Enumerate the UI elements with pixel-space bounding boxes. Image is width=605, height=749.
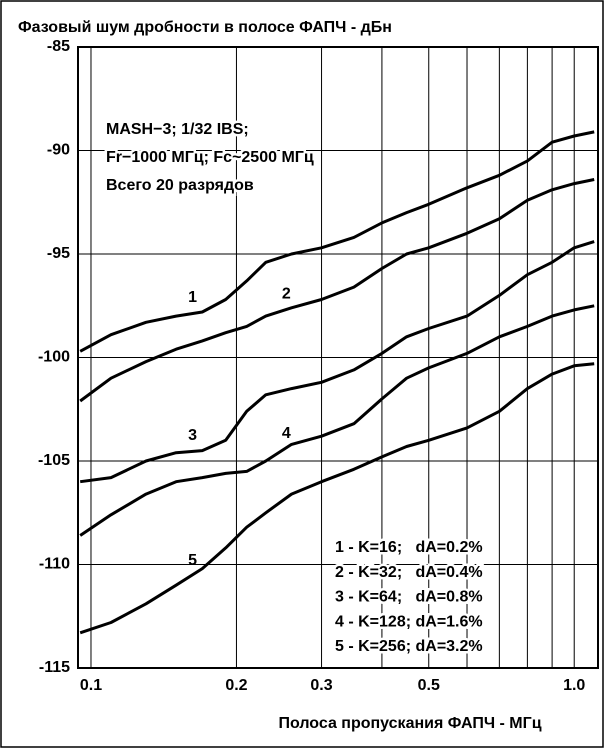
y-tick-label: -110 — [39, 556, 70, 573]
x-tick-label: 0.1 — [80, 677, 102, 694]
series-label: 2 — [282, 286, 291, 303]
annotation: Fr−1000 МГц; Fc~2500 МГц — [106, 149, 314, 166]
y-tick-label: -95 — [47, 245, 70, 262]
chart-title: Фазовый шум дробности в полосе ФАПЧ - дБ… — [18, 19, 392, 36]
annotation: Всего 20 разрядов — [106, 177, 254, 194]
series-line — [80, 240, 595, 484]
x-tick-label: 1.0 — [563, 677, 585, 694]
y-tick-label: -115 — [39, 659, 70, 676]
legend-entry: 5 - K=256; dA=3.2% — [335, 638, 483, 655]
x-axis-label: Полоса пропускания ФАПЧ - МГц — [278, 715, 541, 732]
series-label: 3 — [188, 427, 197, 444]
legend-entry: 4 - K=128; dA=1.6% — [335, 613, 483, 630]
annotation: MASH−3; 1/32 IBS; — [106, 121, 249, 138]
legend-entry: 2 - K=32; dA=0.4% — [335, 564, 483, 581]
y-tick-label: -100 — [38, 349, 70, 366]
series-line — [79, 304, 595, 537]
series-label: 1 — [188, 289, 197, 306]
series-label: 4 — [282, 425, 291, 442]
series-line — [79, 178, 595, 403]
x-tick-label: 0.5 — [418, 677, 440, 694]
y-tick-label: -85 — [47, 38, 70, 55]
legend-entry: 1 - K=16; dA=0.2% — [335, 539, 483, 556]
legend-entry: 3 - K=64; dA=0.8% — [335, 589, 483, 606]
x-tick-label: 0.2 — [225, 677, 247, 694]
y-tick-label: -105 — [38, 452, 70, 469]
series-label: 5 — [188, 552, 197, 569]
series-line — [79, 362, 595, 635]
series-line — [79, 130, 595, 353]
x-tick-label: 0.3 — [310, 677, 332, 694]
plot-frame — [77, 46, 599, 669]
y-tick-label: -90 — [47, 142, 70, 159]
